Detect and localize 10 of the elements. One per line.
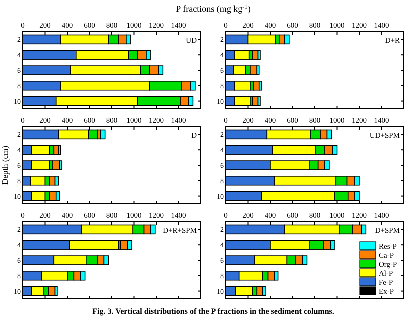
bar: [49, 176, 56, 186]
bar: [100, 130, 106, 140]
bar: [253, 81, 260, 91]
x-axis-title: P fractions (mg kg$^{-1}$): [176, 4, 251, 14]
bar: [252, 50, 259, 60]
caption: Fig. 3. Vertical distributions of the P fractions in the sediment columns.: [92, 307, 334, 316]
bar: [58, 145, 62, 155]
bar: [52, 160, 60, 170]
y-axis-title: Depth (cm): [0, 146, 10, 185]
bar: [256, 286, 264, 296]
